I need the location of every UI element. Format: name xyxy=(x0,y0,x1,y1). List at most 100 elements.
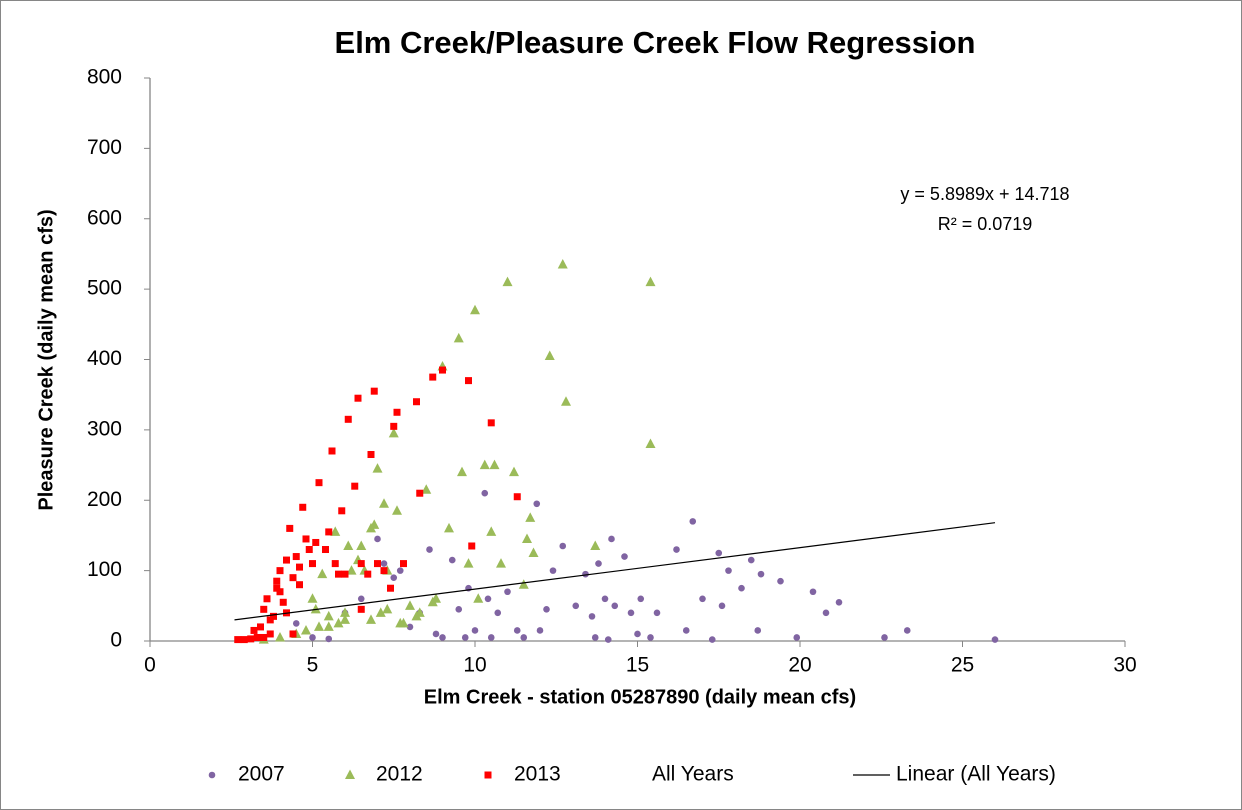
y-tick-label: 0 xyxy=(110,629,122,652)
point xyxy=(393,408,401,416)
point xyxy=(525,512,536,522)
point xyxy=(468,542,476,550)
point xyxy=(536,627,544,634)
point xyxy=(637,595,645,603)
point xyxy=(470,304,480,315)
point xyxy=(544,350,555,360)
point xyxy=(354,394,362,402)
point xyxy=(754,627,762,634)
point xyxy=(305,546,313,554)
point xyxy=(747,556,755,564)
point xyxy=(307,593,318,603)
point xyxy=(588,613,596,620)
point xyxy=(608,535,615,543)
point xyxy=(645,276,656,287)
point xyxy=(528,547,539,558)
legend-label: 2012 xyxy=(376,763,423,786)
point xyxy=(455,606,463,613)
point xyxy=(559,542,567,550)
x-tick-label: 30 xyxy=(1113,654,1136,677)
legend-label: Linear (All Years) xyxy=(896,763,1056,786)
point xyxy=(489,459,500,470)
x-tick-label: 0 xyxy=(144,654,156,677)
point xyxy=(653,609,661,617)
point xyxy=(457,466,467,477)
y-tick-label: 700 xyxy=(87,136,122,159)
point xyxy=(375,607,386,617)
point xyxy=(502,276,513,287)
point xyxy=(572,602,580,610)
point xyxy=(340,614,350,624)
point xyxy=(387,584,394,592)
y-tick-label: 400 xyxy=(87,347,122,370)
point xyxy=(369,519,380,529)
y-tick-label: 800 xyxy=(87,66,122,89)
point xyxy=(335,570,342,578)
point xyxy=(549,567,557,574)
point xyxy=(289,630,297,638)
point xyxy=(518,579,529,589)
point xyxy=(330,526,341,536)
point xyxy=(263,595,271,603)
point xyxy=(390,574,398,581)
point xyxy=(484,595,492,603)
point xyxy=(247,635,255,643)
point xyxy=(333,617,344,628)
point xyxy=(522,533,532,543)
point xyxy=(881,634,888,641)
point xyxy=(634,630,641,638)
point xyxy=(689,518,697,525)
point xyxy=(604,636,612,643)
point xyxy=(276,567,284,575)
point xyxy=(439,634,446,641)
point xyxy=(411,610,422,621)
point xyxy=(328,447,336,455)
point xyxy=(343,540,354,550)
point xyxy=(370,387,378,395)
point xyxy=(301,624,311,635)
point xyxy=(453,332,464,343)
point xyxy=(299,503,307,511)
x-tick-label: 20 xyxy=(788,654,811,677)
point xyxy=(463,558,474,568)
point xyxy=(504,588,511,596)
point xyxy=(835,598,843,606)
point xyxy=(270,612,277,620)
point xyxy=(388,427,399,438)
point xyxy=(392,505,402,515)
point xyxy=(429,373,437,381)
point xyxy=(292,553,300,561)
point xyxy=(395,617,406,628)
point xyxy=(379,498,389,508)
point xyxy=(296,563,303,571)
point xyxy=(253,633,261,641)
point xyxy=(481,489,489,497)
point xyxy=(340,607,350,617)
point xyxy=(496,558,506,568)
point xyxy=(509,466,519,477)
point xyxy=(396,567,404,574)
point xyxy=(513,493,521,501)
point xyxy=(444,522,454,533)
point xyxy=(367,451,375,459)
x-tick-label: 15 xyxy=(626,654,649,677)
point xyxy=(757,570,765,578)
point xyxy=(315,479,323,487)
point xyxy=(346,565,357,575)
point xyxy=(323,621,334,631)
point xyxy=(432,630,440,638)
point xyxy=(809,588,817,596)
point xyxy=(513,627,521,634)
point xyxy=(344,415,352,423)
point xyxy=(372,463,383,473)
legend-marker xyxy=(345,769,355,779)
y-tick-label: 500 xyxy=(87,277,122,300)
point xyxy=(276,588,284,596)
point xyxy=(240,636,248,644)
point xyxy=(323,610,334,621)
point xyxy=(777,577,784,585)
point xyxy=(725,567,732,574)
point xyxy=(520,634,528,641)
y-tick-label: 600 xyxy=(87,206,122,229)
point xyxy=(374,560,381,568)
